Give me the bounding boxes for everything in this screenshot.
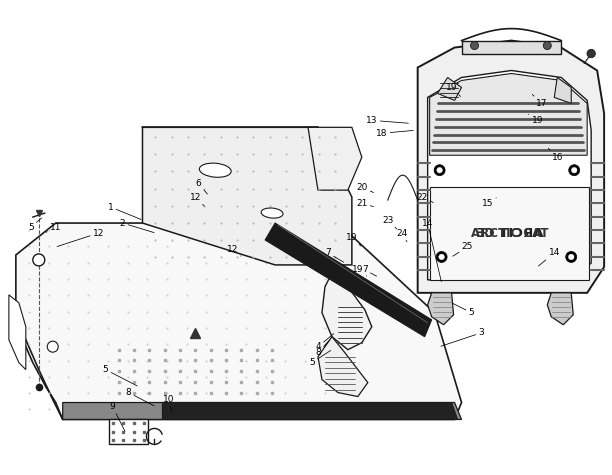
Text: 13: 13 xyxy=(366,116,408,125)
Text: 22: 22 xyxy=(416,193,433,202)
Text: 24: 24 xyxy=(396,228,408,242)
Text: 19: 19 xyxy=(346,232,361,246)
Polygon shape xyxy=(265,223,431,337)
Polygon shape xyxy=(428,293,453,325)
Circle shape xyxy=(436,251,447,262)
Text: 8: 8 xyxy=(315,341,329,357)
Text: 12: 12 xyxy=(190,193,204,206)
Text: 3: 3 xyxy=(441,328,484,346)
Circle shape xyxy=(439,254,444,260)
Circle shape xyxy=(572,167,577,173)
Text: 1: 1 xyxy=(108,203,141,219)
Text: 2: 2 xyxy=(120,218,154,233)
Text: ƎƆ TIƆЯA: ƎƆ TIƆЯA xyxy=(476,227,543,239)
Text: 12: 12 xyxy=(57,228,104,247)
Polygon shape xyxy=(417,40,604,293)
Polygon shape xyxy=(430,187,589,280)
Polygon shape xyxy=(318,337,368,397)
Polygon shape xyxy=(308,127,362,190)
Text: 17: 17 xyxy=(532,95,547,108)
Polygon shape xyxy=(438,77,461,100)
Circle shape xyxy=(543,42,551,49)
Text: 11: 11 xyxy=(46,222,61,232)
Polygon shape xyxy=(162,402,458,419)
Circle shape xyxy=(569,165,580,176)
Circle shape xyxy=(33,254,45,266)
Text: 5: 5 xyxy=(28,218,42,231)
Text: 14: 14 xyxy=(422,218,441,282)
Text: 18: 18 xyxy=(376,129,413,138)
Text: 6: 6 xyxy=(195,179,207,194)
Text: 19: 19 xyxy=(529,114,543,125)
Text: 7: 7 xyxy=(362,266,376,276)
Polygon shape xyxy=(62,402,461,419)
Text: 8: 8 xyxy=(125,388,154,406)
Polygon shape xyxy=(9,295,26,370)
Circle shape xyxy=(471,42,479,49)
Ellipse shape xyxy=(261,208,283,218)
Text: 19: 19 xyxy=(446,83,461,96)
Text: 5: 5 xyxy=(309,351,330,367)
Text: 5: 5 xyxy=(103,365,137,386)
Polygon shape xyxy=(554,77,571,104)
Circle shape xyxy=(434,165,445,176)
Polygon shape xyxy=(547,293,573,325)
Ellipse shape xyxy=(200,163,231,177)
Text: 12: 12 xyxy=(226,246,241,256)
Text: 9: 9 xyxy=(110,402,125,431)
Text: 16: 16 xyxy=(548,148,563,162)
Circle shape xyxy=(569,254,574,260)
Text: 14: 14 xyxy=(539,248,560,266)
Text: 23: 23 xyxy=(382,216,397,229)
Polygon shape xyxy=(428,70,591,280)
Text: 19: 19 xyxy=(352,266,367,276)
Circle shape xyxy=(437,167,442,173)
Circle shape xyxy=(565,251,577,262)
Text: 21: 21 xyxy=(356,199,373,208)
Circle shape xyxy=(47,341,58,352)
Text: ARCTIC CAT: ARCTIC CAT xyxy=(471,227,548,239)
Text: 10: 10 xyxy=(163,395,174,411)
Polygon shape xyxy=(143,127,352,265)
Text: 5: 5 xyxy=(453,304,474,317)
Text: 20: 20 xyxy=(356,183,373,192)
Text: 4: 4 xyxy=(315,333,334,351)
Polygon shape xyxy=(16,223,461,419)
Circle shape xyxy=(587,49,595,58)
Polygon shape xyxy=(430,74,587,155)
Text: 7: 7 xyxy=(325,248,344,262)
Polygon shape xyxy=(461,40,561,54)
Text: 15: 15 xyxy=(482,198,496,208)
Polygon shape xyxy=(322,267,372,350)
Polygon shape xyxy=(108,419,149,445)
Text: 25: 25 xyxy=(453,242,473,256)
